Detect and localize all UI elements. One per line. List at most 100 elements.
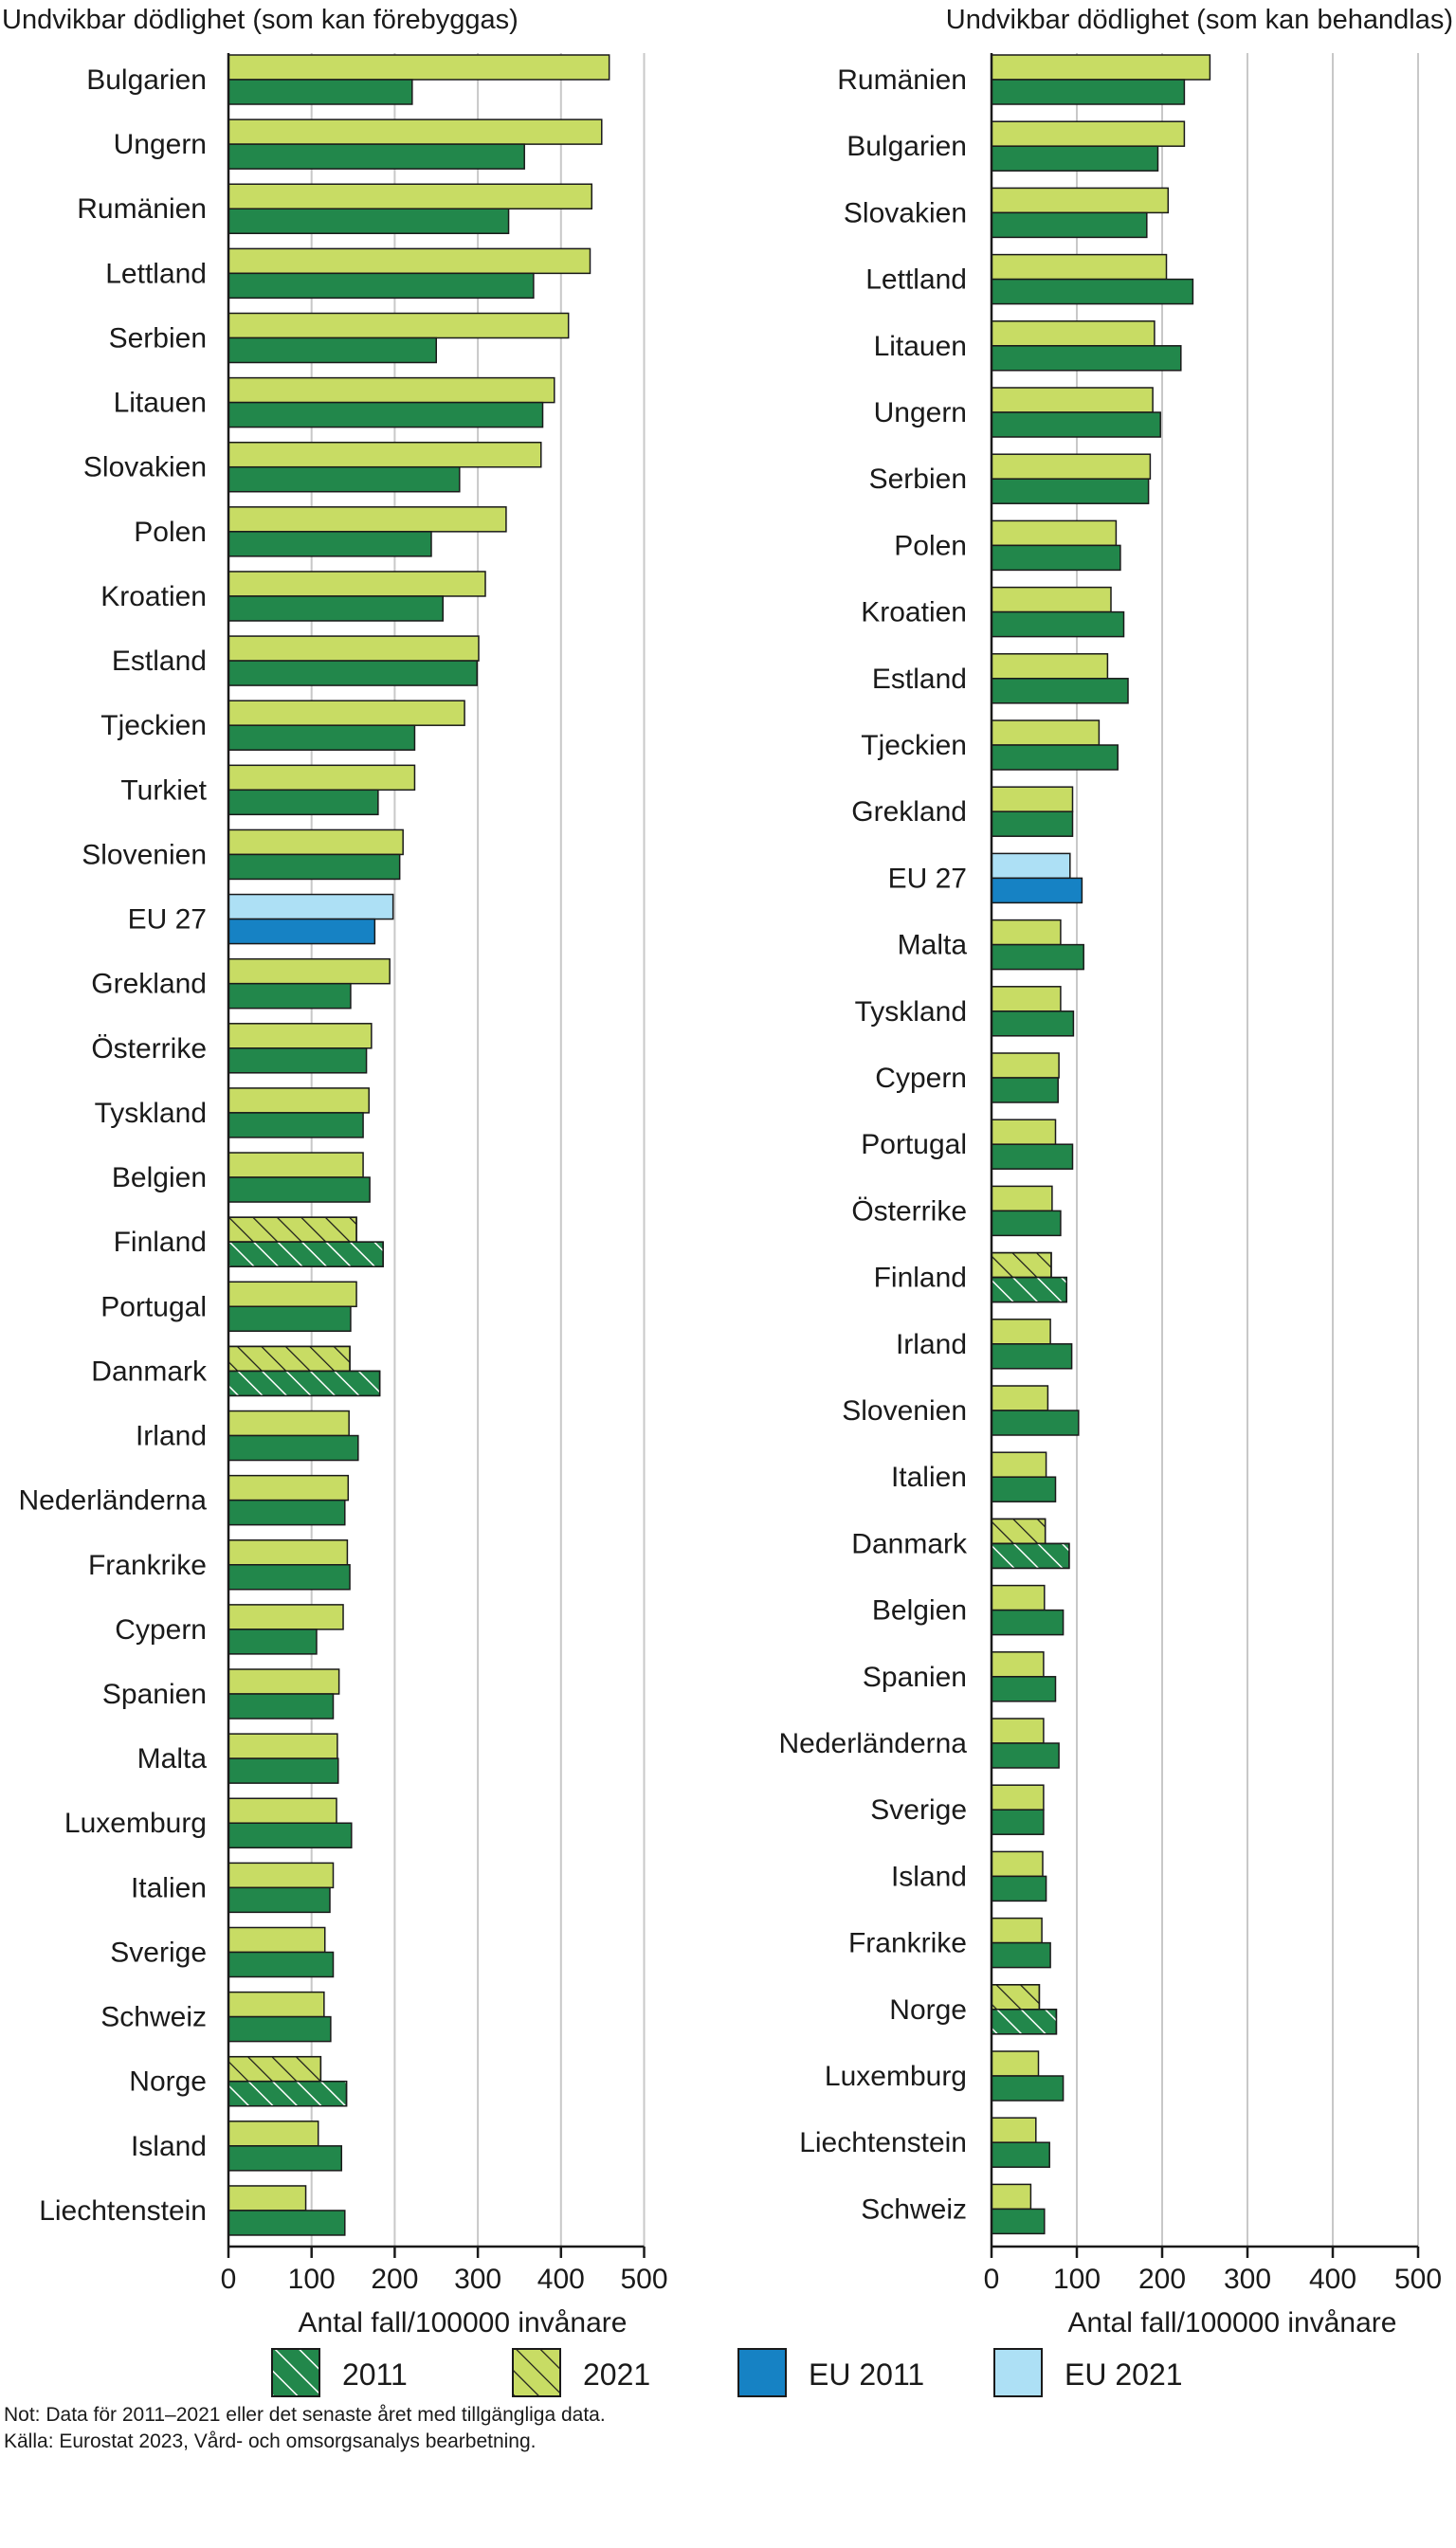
category-label-schweiz: Schweiz xyxy=(861,2193,967,2225)
bar-2021-frankrike xyxy=(991,1917,1043,1944)
legend-label-eu-2021: EU 2021 xyxy=(1065,2357,1183,2392)
bar-2011-lettland xyxy=(228,272,535,300)
bar-2021-eu-27 xyxy=(991,852,1071,880)
category-label-ungern: Ungern xyxy=(114,129,207,160)
category-label-polen: Polen xyxy=(134,517,207,548)
bar-2021-polen xyxy=(991,519,1118,547)
category-label-turkiet: Turkiet xyxy=(120,774,207,806)
bar-2021-slovenien xyxy=(991,1385,1049,1411)
category-label-schweiz: Schweiz xyxy=(100,2002,207,2033)
bar-2021-grekland xyxy=(991,786,1074,812)
bar-2011-grekland xyxy=(991,810,1074,837)
bar-2011-tjeckien xyxy=(991,744,1119,771)
category-label-irland: Irland xyxy=(136,1421,207,1452)
x-tick-label-100: 100 xyxy=(1053,2264,1101,2295)
bar-2011-tjeckien xyxy=(228,724,416,751)
category-label-osterrike: Österrike xyxy=(91,1033,207,1065)
bar-2011-liechtenstein xyxy=(228,2210,346,2236)
bar-2011-hatch-finland xyxy=(228,1241,384,1267)
category-label-cypern: Cypern xyxy=(115,1614,207,1646)
x-tick-label-300: 300 xyxy=(454,2264,501,2295)
legend-swatch-eu-2011 xyxy=(737,2348,787,2397)
x-tick-label-400: 400 xyxy=(537,2264,585,2295)
bar-2011-grekland xyxy=(228,982,352,1010)
category-label-grekland: Grekland xyxy=(91,969,207,1000)
bar-2011-nederlanderna xyxy=(991,1742,1060,1769)
category-label-danmark: Danmark xyxy=(91,1356,208,1387)
bar-2021-hatch-norge xyxy=(228,2055,322,2083)
bar-2011-italien xyxy=(228,1886,331,1914)
bar-2011-hatch-norge xyxy=(991,2009,1058,2035)
bar-2011-polen xyxy=(991,544,1121,572)
category-label-luxemburg: Luxemburg xyxy=(64,1808,207,1839)
category-label-spanien: Spanien xyxy=(102,1679,207,1710)
bar-2021-kroatien xyxy=(991,586,1112,613)
category-label-belgien: Belgien xyxy=(112,1162,207,1193)
bar-2021-estland xyxy=(991,653,1109,680)
bar-2011-slovenien xyxy=(228,853,401,881)
bar-2021-tjeckien xyxy=(991,719,1101,746)
bar-2011-bulgarien xyxy=(228,79,413,105)
bar-2021-turkiet xyxy=(228,764,416,792)
bar-2011-ungern xyxy=(991,411,1161,438)
bar-2021-belgien xyxy=(991,1584,1046,1611)
bar-2021-hatch-danmark xyxy=(991,1518,1046,1545)
bar-2021-portugal xyxy=(228,1281,357,1308)
x-tick-label-500: 500 xyxy=(1394,2264,1442,2295)
x-tick-label-0: 0 xyxy=(984,2264,1000,2295)
x-tick-label-300: 300 xyxy=(1224,2264,1271,2295)
bar-2021-irland xyxy=(228,1410,350,1437)
bar-2011-turkiet xyxy=(228,789,379,816)
bar-2011-sverige xyxy=(228,1951,335,1978)
category-label-nederlanderna: Nederländerna xyxy=(19,1485,208,1517)
bar-2011-belgien xyxy=(228,1176,371,1203)
x-axis-label: Antal fall/100000 invånare xyxy=(299,2307,628,2339)
bar-2011-kroatien xyxy=(228,595,445,622)
category-label-liechtenstein: Liechtenstein xyxy=(39,2195,207,2227)
bar-2021-island xyxy=(991,1850,1044,1878)
category-label-kroatien: Kroatien xyxy=(861,597,967,628)
category-label-polen: Polen xyxy=(894,530,967,561)
bar-2021-serbien xyxy=(991,453,1152,480)
x-tick-label-100: 100 xyxy=(288,2264,336,2295)
bar-2021-slovenien xyxy=(228,828,404,856)
category-label-danmark: Danmark xyxy=(851,1528,968,1559)
category-label-frankrike: Frankrike xyxy=(88,1550,207,1581)
bar-2021-tyskland xyxy=(991,986,1062,1012)
category-label-luxemburg: Luxemburg xyxy=(825,2061,967,2092)
category-label-norge: Norge xyxy=(129,2066,207,2098)
category-label-finland: Finland xyxy=(114,1227,207,1258)
bar-2021-grekland xyxy=(228,957,391,985)
bar-2021-hatch-finland xyxy=(228,1216,357,1243)
bar-2021-malta xyxy=(991,919,1062,946)
bar-2021-osterrike xyxy=(991,1185,1053,1212)
bar-2011-cypern xyxy=(991,1077,1059,1103)
bar-2011-liechtenstein xyxy=(991,2141,1050,2168)
chart-panels: Undvikbar dödlighet (som kan förebyggas)… xyxy=(2,5,1453,2339)
bar-2011-hatch-danmark xyxy=(991,1542,1070,1570)
category-label-nederlanderna: Nederländerna xyxy=(779,1728,968,1759)
category-label-kroatien: Kroatien xyxy=(100,581,207,612)
category-label-belgien: Belgien xyxy=(872,1595,967,1627)
category-label-slovenien: Slovenien xyxy=(842,1395,967,1427)
bar-2021-irland xyxy=(991,1319,1051,1345)
legend-swatch-hatch-2021 xyxy=(512,2348,561,2397)
category-label-sverige: Sverige xyxy=(110,1937,207,1968)
bar-2011-tyskland xyxy=(991,1010,1075,1037)
bar-2021-luxemburg xyxy=(991,2050,1040,2077)
bar-2011-osterrike xyxy=(228,1047,368,1074)
category-label-tyskland: Tyskland xyxy=(95,1098,207,1129)
legend: 2011 2021 EU 2011 EU 2021 xyxy=(271,2348,1183,2397)
bar-2021-polen xyxy=(228,506,507,533)
bar-2021-italien xyxy=(991,1451,1047,1478)
category-label-island: Island xyxy=(131,2131,207,2162)
category-label-finland: Finland xyxy=(874,1263,967,1294)
bar-2021-cypern xyxy=(228,1604,344,1630)
category-label-island: Island xyxy=(891,1861,967,1892)
category-label-bulgarien: Bulgarien xyxy=(86,64,207,96)
bar-2021-estland xyxy=(228,635,480,662)
category-label-tjeckien: Tjeckien xyxy=(100,710,207,741)
category-label-tjeckien: Tjeckien xyxy=(861,730,967,761)
bar-2011-schweiz xyxy=(991,2208,1046,2235)
bar-2011-frankrike xyxy=(991,1941,1051,1969)
